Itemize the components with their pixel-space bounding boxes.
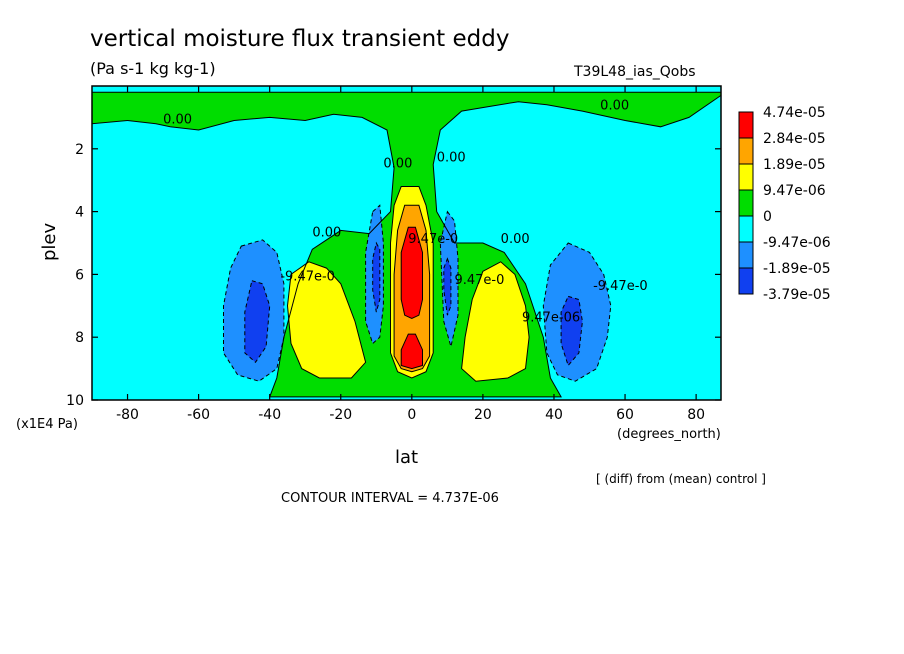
contour-line-blue-center-left xyxy=(365,204,384,345)
contour-line-blue-left xyxy=(223,239,285,382)
plot-frame xyxy=(91,85,722,401)
contour-line-blue-center-right xyxy=(439,210,459,347)
contour-region-darkblue-right xyxy=(561,296,583,366)
contour-region-darkblue-center-left xyxy=(372,243,380,313)
chart-title: vertical moisture flux transient eddy xyxy=(90,26,509,52)
contour-line-orange-center xyxy=(393,204,431,373)
legend-swatch xyxy=(738,215,754,243)
contour-label: 9.47e-0 xyxy=(408,232,458,247)
contour-label: 0.00 xyxy=(437,150,466,165)
contour-label: 0.00 xyxy=(383,157,412,172)
y-axis-units: (x1E4 Pa) xyxy=(16,417,78,432)
contour-fills xyxy=(92,92,721,397)
legend-swatch xyxy=(738,241,754,269)
y-tick-label: 2 xyxy=(75,142,84,158)
x-tick-label: 0 xyxy=(407,407,416,423)
contour-region-darkblue-left xyxy=(244,280,270,363)
contour-line-darkblue-left xyxy=(244,280,271,364)
contour-line-green-top-band xyxy=(91,91,722,398)
legend-label: 0 xyxy=(763,209,772,225)
contour-line-red-center-upper xyxy=(400,226,423,319)
legend-label: 9.47e-06 xyxy=(763,183,826,199)
contour-line-darkblue-center-left xyxy=(372,241,381,313)
comparison-note: [ (diff) from (mean) control ] xyxy=(596,472,766,486)
contour-line-blue-right xyxy=(542,242,612,382)
x-tick-label: -20 xyxy=(329,407,352,423)
x-tick-label: -40 xyxy=(258,407,281,423)
contour-label: -9.47e-0 xyxy=(593,279,648,294)
y-tick-label: 10 xyxy=(66,393,84,409)
y-axis: 2 4 6 8 10 xyxy=(66,142,721,409)
x-tick-label: 20 xyxy=(474,407,492,423)
contour-line-red-center-lower xyxy=(400,333,423,370)
color-legend: 4.74e-05 2.84e-05 1.89e-05 9.47e-06 0 -9.47e-… xyxy=(738,105,831,303)
legend-label: -1.89e-05 xyxy=(763,261,831,277)
contour-line-yellow-right xyxy=(461,261,530,382)
chart-units: (Pa s-1 kg kg-1) xyxy=(90,59,216,78)
contour-label: 0.00 xyxy=(312,226,341,241)
legend-swatch xyxy=(738,111,754,139)
legend-label: -3.79e-05 xyxy=(763,287,831,303)
contour-label: 0.00 xyxy=(501,232,530,247)
x-axis-label: lat xyxy=(395,447,418,468)
contour-line-yellow-center xyxy=(390,186,434,379)
x-tick-label: 40 xyxy=(545,407,563,423)
x-tick-label: -60 xyxy=(187,407,210,423)
contour-region-red-center-upper xyxy=(401,227,423,319)
legend-label: 1.89e-05 xyxy=(763,157,826,173)
legend-swatch xyxy=(738,189,754,217)
contour-labels: 0.00 0.00 0.00 0.00 0.00 0.00 -9.47e-0 -9.47e-0… xyxy=(163,99,648,326)
contour-interval: CONTOUR INTERVAL = 4.737E-06 xyxy=(281,491,499,506)
contour-region-yellow-left xyxy=(287,261,366,378)
contour-line-yellow-left xyxy=(286,261,367,379)
run-label: T39L48_ias_Qobs xyxy=(573,64,696,80)
contour-region-red-center-lower xyxy=(401,334,423,369)
plot-area: 0.00 0.00 0.00 0.00 0.00 0.00 -9.47e-0 -9.47e-0… xyxy=(66,85,722,423)
legend-swatch xyxy=(738,267,754,295)
contour-label: 0.00 xyxy=(163,113,192,128)
x-axis: -80 -60 -40 -20 0 20 40 60 80 xyxy=(116,86,705,423)
legend-swatch xyxy=(738,163,754,191)
contour-label: 0.00 xyxy=(600,99,629,114)
legend-label: -9.47e-06 xyxy=(763,235,831,251)
x-tick-label: -80 xyxy=(116,407,139,423)
legend-label: 2.84e-05 xyxy=(763,131,826,147)
legend-label: 4.74e-05 xyxy=(763,105,826,121)
contour-label: 9.47e-06 xyxy=(522,311,580,326)
y-axis-label: plev xyxy=(39,222,60,261)
contour-line-darkblue-center-right xyxy=(443,257,452,316)
contour-lines xyxy=(91,91,722,398)
contour-line-darkblue-right xyxy=(560,295,583,367)
x-axis-units: (degrees_north) xyxy=(617,427,721,442)
y-tick-label: 8 xyxy=(75,330,84,346)
x-tick-label: 60 xyxy=(616,407,634,423)
x-tick-label: 80 xyxy=(687,407,705,423)
contour-label: -9.47e-0 xyxy=(280,270,335,285)
legend-swatch xyxy=(738,137,754,165)
contour-region-yellow-right xyxy=(461,261,530,382)
contour-label: 9.47e-0 xyxy=(454,273,504,288)
y-tick-label: 6 xyxy=(75,267,84,283)
y-tick-label: 4 xyxy=(75,205,84,221)
